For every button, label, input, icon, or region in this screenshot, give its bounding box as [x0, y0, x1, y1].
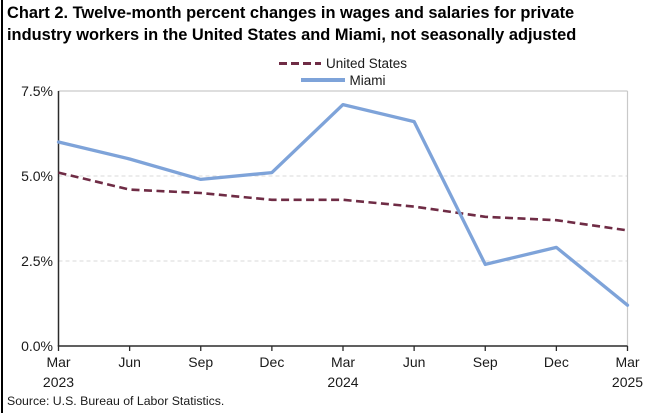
x-axis-tick-label: Jun [95, 352, 165, 372]
left-border-rule [1, 0, 3, 413]
chart-title: Chart 2. Twelve-month percent changes in… [7, 3, 657, 47]
x-axis-tick-label-line: Dec [543, 354, 569, 370]
x-axis-tick-label: Mar 2023 [24, 352, 94, 392]
x-axis-tick-label: Sep [450, 352, 520, 372]
us-dashed-line-sample [278, 61, 321, 65]
chart-title-line2: industry workers in the United States an… [7, 25, 577, 44]
miami-line [56, 102, 630, 307]
legend: United States Miami [58, 55, 628, 88]
x-axis-tick-label-line: Dec [259, 354, 285, 370]
x-axis-tick-label-line: Mar [330, 354, 356, 370]
x-axis-tick-label-line: Sep [188, 354, 214, 370]
x-axis-tick-label-line: Jun [118, 354, 141, 370]
y-axis-tick-label: 2.5% [21, 253, 53, 269]
x-axis-tick-label-line: 2025 [611, 374, 644, 390]
x-axis-tick-label: Sep [166, 352, 236, 372]
us-line [58, 171, 628, 232]
y-axis-tick-label: 5.0% [21, 168, 53, 184]
x-axis-tick-label: Mar 2024 [308, 352, 378, 392]
legend-label-miami: Miami [349, 72, 386, 88]
legend-item-miami: Miami [300, 72, 386, 88]
y-axis-tick-label: 7.5% [21, 83, 53, 99]
legend-item-united-states: United States [278, 55, 408, 71]
legend-label-united-states: United States [325, 55, 408, 71]
source-note: Source: U.S. Bureau of Labor Statistics. [7, 394, 225, 408]
x-axis-tick-label-line: 2024 [327, 374, 359, 390]
x-axis-tick-label-line: Mar [615, 354, 640, 370]
x-axis-tick-label: Mar 2025 [593, 352, 663, 392]
x-axis-tick-label-line: Mar [46, 354, 71, 370]
x-axis-tick-label: Dec [237, 352, 307, 372]
x-axis-tick-label-line: Sep [472, 354, 498, 370]
x-axis-tick-label-line: 2023 [42, 374, 75, 390]
x-axis-tick-label-line: Jun [402, 354, 426, 370]
chart-title-line1: Chart 2. Twelve-month percent changes in… [7, 4, 575, 22]
x-axis-tick-label: Dec [521, 352, 591, 372]
miami-solid-line-sample [300, 78, 345, 82]
y-axis-tick-label: 0.0% [21, 338, 53, 354]
x-axis-tick-label: Jun [379, 352, 449, 372]
